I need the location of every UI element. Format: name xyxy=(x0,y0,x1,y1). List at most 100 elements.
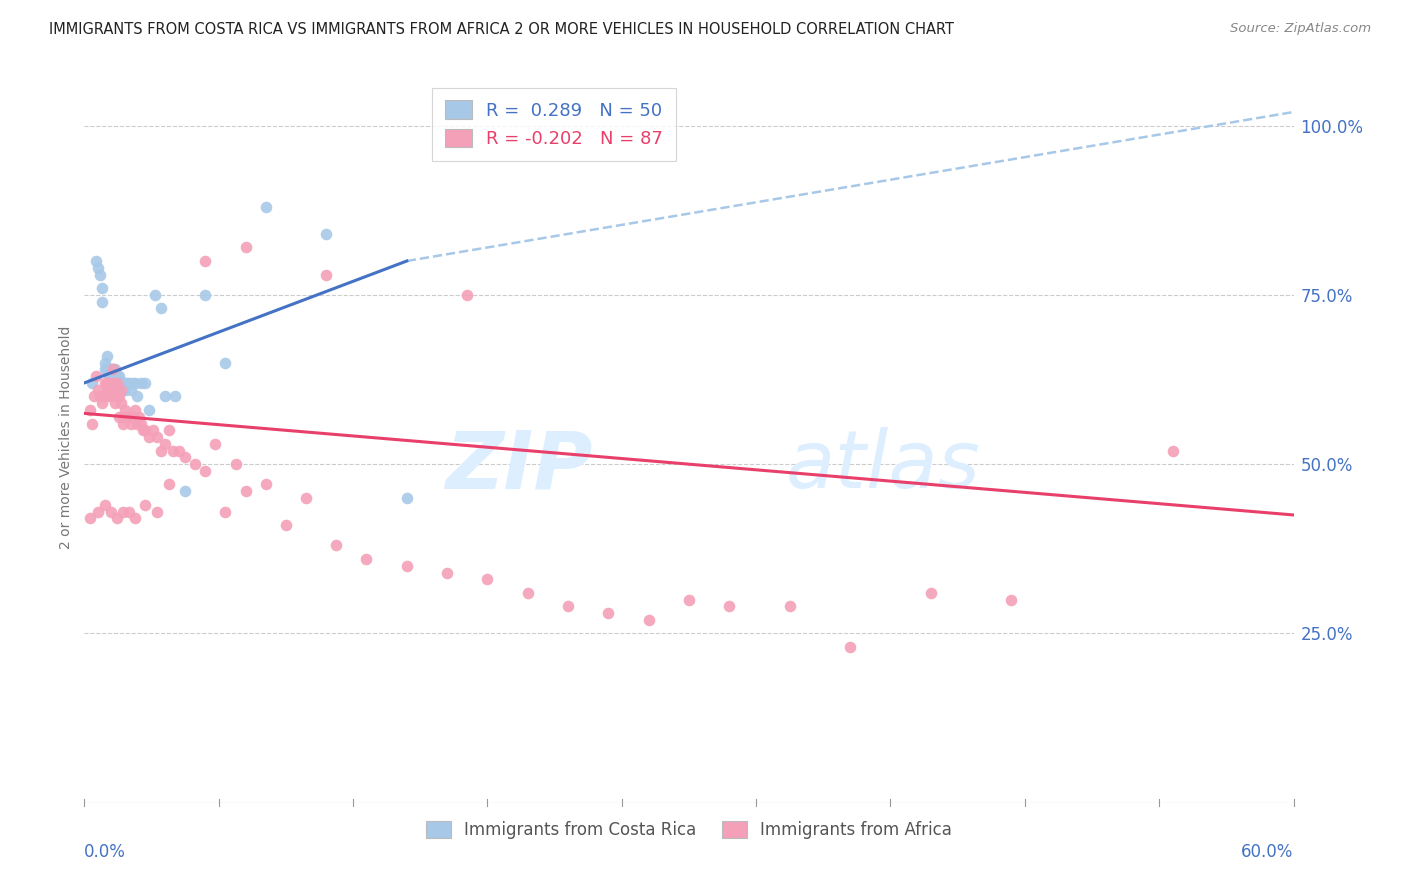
Point xyxy=(315,227,337,241)
Point xyxy=(114,376,136,390)
Point xyxy=(111,505,134,519)
Point xyxy=(114,383,136,397)
Point xyxy=(165,389,187,403)
Point xyxy=(153,389,176,403)
Text: ZIP: ZIP xyxy=(444,427,592,506)
Point xyxy=(97,389,120,403)
Point xyxy=(129,417,152,431)
Point xyxy=(100,362,122,376)
Point xyxy=(111,417,134,431)
Point xyxy=(87,505,110,519)
Point xyxy=(97,376,120,390)
Point xyxy=(839,640,862,654)
Point xyxy=(104,396,127,410)
Point xyxy=(104,376,127,390)
Point xyxy=(678,592,700,607)
Point xyxy=(557,599,579,614)
Point xyxy=(477,572,499,586)
Point xyxy=(129,376,152,390)
Point xyxy=(101,376,124,390)
Point xyxy=(174,484,197,499)
Point xyxy=(100,505,122,519)
Point xyxy=(115,376,138,390)
Point xyxy=(235,240,257,254)
Point xyxy=(162,443,184,458)
Point xyxy=(110,383,132,397)
Point xyxy=(83,389,105,403)
Point xyxy=(118,505,141,519)
Point xyxy=(325,538,347,552)
Point xyxy=(214,355,236,369)
Point xyxy=(143,288,166,302)
Point xyxy=(79,403,101,417)
Point xyxy=(214,505,236,519)
Point xyxy=(87,383,110,397)
Point xyxy=(134,498,156,512)
Point xyxy=(120,417,142,431)
Point xyxy=(93,355,115,369)
Point xyxy=(1000,592,1022,607)
Point xyxy=(254,477,277,491)
Point xyxy=(105,389,128,403)
Point xyxy=(93,389,115,403)
Point xyxy=(107,369,129,384)
Point xyxy=(100,369,122,384)
Point xyxy=(96,383,118,397)
Point xyxy=(124,376,146,390)
Point xyxy=(295,491,318,505)
Point xyxy=(111,409,134,424)
Point xyxy=(104,369,127,384)
Point xyxy=(105,376,128,390)
Point xyxy=(174,450,197,465)
Point xyxy=(637,613,659,627)
Text: atlas: atlas xyxy=(786,427,980,506)
Point xyxy=(121,409,143,424)
Point xyxy=(107,376,129,390)
Point xyxy=(436,566,458,580)
Text: 0.0%: 0.0% xyxy=(84,843,127,861)
Point xyxy=(100,383,122,397)
Point xyxy=(82,376,104,390)
Point xyxy=(101,362,124,376)
Point xyxy=(115,409,138,424)
Point xyxy=(104,362,127,376)
Point xyxy=(105,376,128,390)
Point xyxy=(104,389,127,403)
Point xyxy=(118,409,141,424)
Point xyxy=(100,376,122,390)
Point xyxy=(184,457,207,471)
Point xyxy=(356,552,378,566)
Point xyxy=(274,518,297,533)
Point xyxy=(157,477,180,491)
Point xyxy=(254,200,277,214)
Point xyxy=(86,369,108,384)
Point xyxy=(111,376,134,390)
Point xyxy=(395,491,418,505)
Point xyxy=(79,511,101,525)
Point xyxy=(125,417,148,431)
Point xyxy=(101,362,124,376)
Point xyxy=(157,423,180,437)
Point xyxy=(114,403,136,417)
Point xyxy=(93,362,115,376)
Point xyxy=(1161,443,1184,458)
Point xyxy=(204,437,226,451)
Point xyxy=(142,423,165,437)
Point xyxy=(96,362,118,376)
Point xyxy=(91,294,114,309)
Point xyxy=(120,383,142,397)
Point xyxy=(598,606,620,620)
Point xyxy=(96,376,118,390)
Point xyxy=(132,423,155,437)
Point xyxy=(86,254,108,268)
Point xyxy=(91,281,114,295)
Legend: Immigrants from Costa Rica, Immigrants from Africa: Immigrants from Costa Rica, Immigrants f… xyxy=(419,814,959,846)
Y-axis label: 2 or more Vehicles in Household: 2 or more Vehicles in Household xyxy=(59,326,73,549)
Point xyxy=(456,288,478,302)
Point xyxy=(138,430,160,444)
Point xyxy=(149,443,172,458)
Point xyxy=(82,417,104,431)
Point xyxy=(91,396,114,410)
Point xyxy=(138,403,160,417)
Point xyxy=(194,464,217,478)
